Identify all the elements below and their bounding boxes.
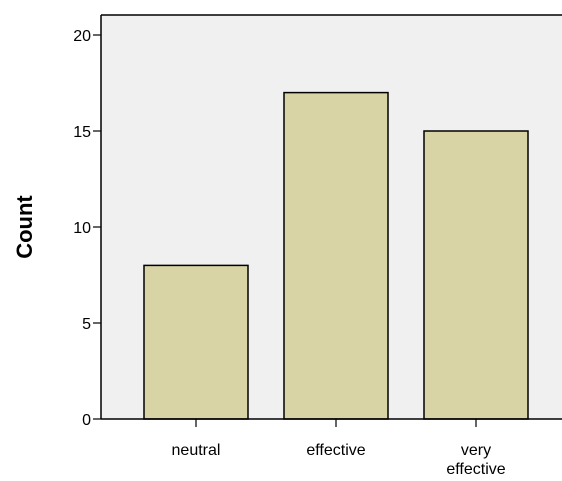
y-tick-label: 5: [82, 316, 91, 333]
y-tick-label: 15: [73, 124, 91, 141]
x-labels-group: neutral effective very effective: [172, 419, 506, 478]
y-tick-label: 20: [73, 28, 91, 45]
bars-group: [143, 91, 529, 420]
bar-effective: [283, 91, 389, 420]
y-axis-title: Count: [12, 195, 37, 259]
y-ticks-group: 0 5 10 15 20: [73, 28, 101, 429]
x-tick-label: effective: [306, 442, 365, 459]
y-tick-label: 0: [82, 412, 91, 429]
bar-very-effective: [423, 130, 529, 420]
bar-neutral: [143, 264, 249, 420]
x-tick-label: neutral: [172, 442, 221, 459]
x-tick-label: very effective: [446, 442, 505, 478]
y-tick-label: 10: [73, 220, 91, 237]
